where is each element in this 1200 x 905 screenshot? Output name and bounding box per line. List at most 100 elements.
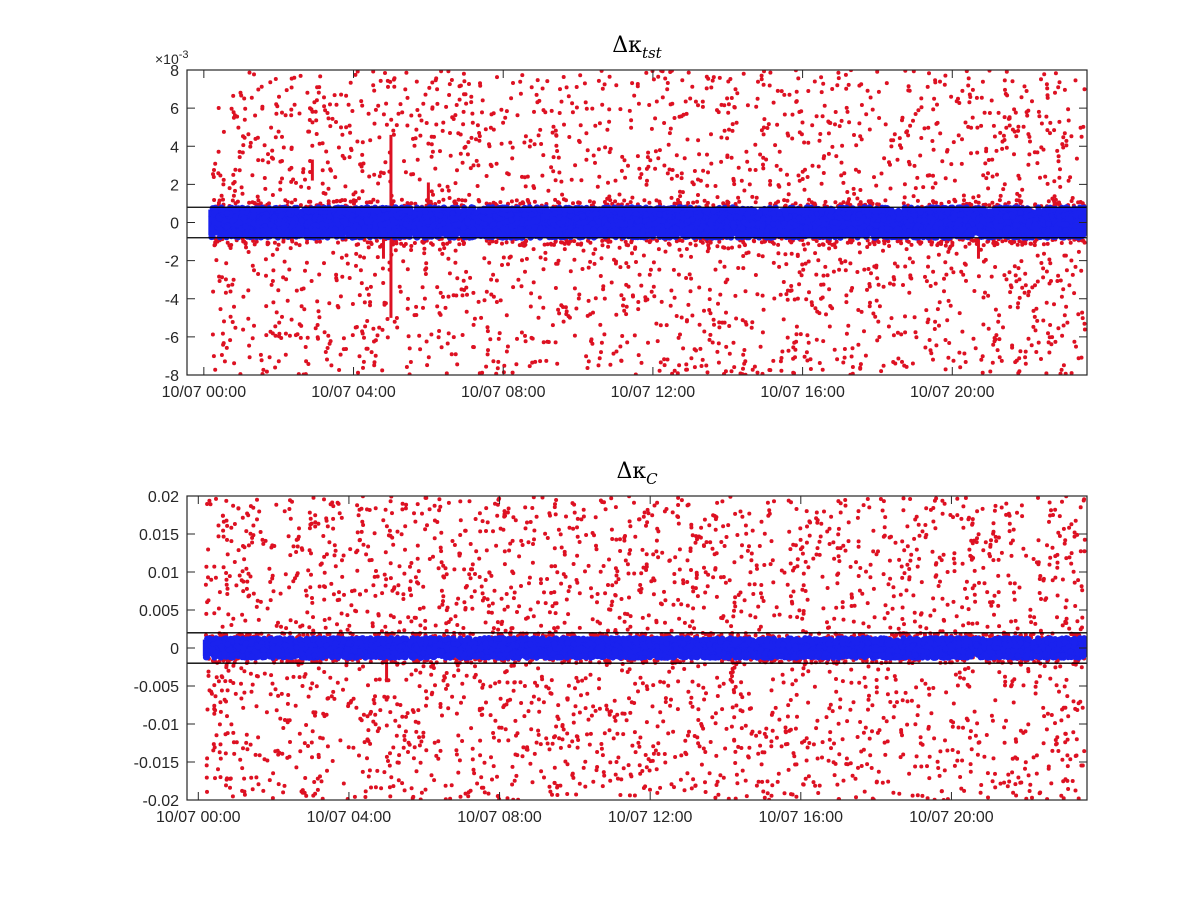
outlier-point (361, 189, 365, 193)
outlier-point (430, 107, 434, 111)
outlier-point (626, 265, 630, 269)
outlier-point (325, 358, 329, 362)
outlier-point (1056, 326, 1060, 330)
outlier-point (317, 91, 321, 95)
outlier-point (813, 202, 817, 206)
outlier-point (540, 174, 544, 178)
outlier-point (791, 345, 795, 349)
outlier-point (858, 188, 862, 192)
outlier-point (656, 339, 660, 343)
outlier-point (908, 124, 912, 128)
outlier-point (573, 286, 577, 290)
outlier-point (670, 177, 674, 181)
outlier-point (263, 176, 267, 180)
outlier-point (742, 72, 746, 76)
outlier-point (652, 294, 656, 298)
outlier-point (593, 262, 597, 266)
outlier-point (810, 303, 814, 307)
outlier-point (264, 304, 268, 308)
outlier-point (642, 254, 646, 258)
outlier-point (981, 354, 985, 358)
outlier-point (318, 74, 322, 78)
outlier-point (983, 161, 987, 165)
outlier-point (926, 85, 930, 89)
outlier-point (844, 87, 848, 91)
outlier-point (1066, 107, 1070, 111)
outlier-point (695, 200, 699, 204)
outlier-point (465, 293, 469, 297)
outlier-point (1045, 301, 1049, 305)
outlier-point (1039, 261, 1043, 265)
outlier-point (843, 356, 847, 360)
outlier-point (987, 327, 991, 331)
outlier-point (455, 362, 459, 366)
outlier-point (910, 243, 914, 247)
outlier-point (923, 275, 927, 279)
outlier-point (821, 339, 825, 343)
outlier-point (322, 261, 326, 265)
outlier-point (424, 261, 428, 265)
outlier-point (759, 345, 763, 349)
outlier-point (777, 265, 781, 269)
outlier-point (971, 196, 975, 200)
outlier-point (892, 277, 896, 281)
outlier-point (530, 85, 534, 89)
outlier-point (1036, 254, 1040, 258)
outlier-point (377, 326, 381, 330)
outlier-point (335, 278, 339, 282)
outlier-point (915, 176, 919, 180)
outlier-point (470, 112, 474, 116)
outlier-point (316, 337, 320, 341)
outlier-point (584, 131, 588, 135)
outlier-point (575, 85, 579, 89)
outlier-point (557, 311, 561, 315)
outlier-point (496, 360, 500, 364)
outlier-point (608, 150, 612, 154)
outlier-point (857, 84, 861, 88)
outlier-point (400, 110, 404, 114)
outlier-point (780, 356, 784, 360)
outlier-point (785, 199, 789, 203)
outlier-point (744, 320, 748, 324)
outlier-point (523, 270, 527, 274)
outlier-point (526, 175, 530, 179)
outlier-point (1023, 84, 1027, 88)
outlier-point (288, 334, 292, 338)
outlier-point (850, 355, 854, 359)
outlier-point (329, 169, 333, 173)
outlier-point (260, 107, 264, 111)
outlier-point (290, 240, 294, 244)
outlier-point (680, 171, 684, 175)
outlier-point (277, 334, 281, 338)
outlier-point (587, 359, 591, 363)
outlier-point (816, 258, 820, 262)
outlier-point (927, 71, 931, 75)
outlier-point (982, 243, 986, 247)
outlier-point (971, 116, 975, 120)
outlier-point (238, 150, 242, 154)
outlier-point (554, 286, 558, 290)
outlier-point (986, 294, 990, 298)
outlier-point (294, 181, 298, 185)
outlier-point (661, 95, 665, 99)
outlier-point (588, 260, 592, 264)
outlier-point (371, 327, 375, 331)
outlier-point (243, 118, 247, 122)
outlier-point (673, 296, 677, 300)
outlier-point (757, 253, 761, 257)
outlier-point (943, 74, 947, 78)
outlier-point (271, 253, 275, 257)
outlier-point (646, 151, 650, 155)
outlier-point (1023, 355, 1027, 359)
outlier-point (557, 156, 561, 160)
outlier-point (754, 273, 758, 277)
outlier-point (348, 131, 352, 135)
outlier-point (913, 164, 917, 168)
outlier-point (761, 156, 765, 160)
outlier-point (907, 291, 911, 295)
outlier-point (346, 262, 350, 266)
outlier-point (885, 81, 889, 85)
outlier-point (427, 86, 431, 90)
outlier-point (434, 78, 438, 82)
outlier-point (648, 158, 652, 162)
